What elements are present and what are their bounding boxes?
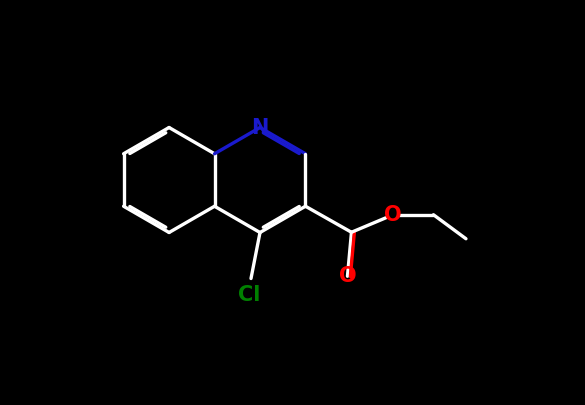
Text: O: O xyxy=(384,205,401,225)
Text: O: O xyxy=(339,266,356,286)
Text: N: N xyxy=(252,117,269,138)
Text: Cl: Cl xyxy=(238,285,260,305)
